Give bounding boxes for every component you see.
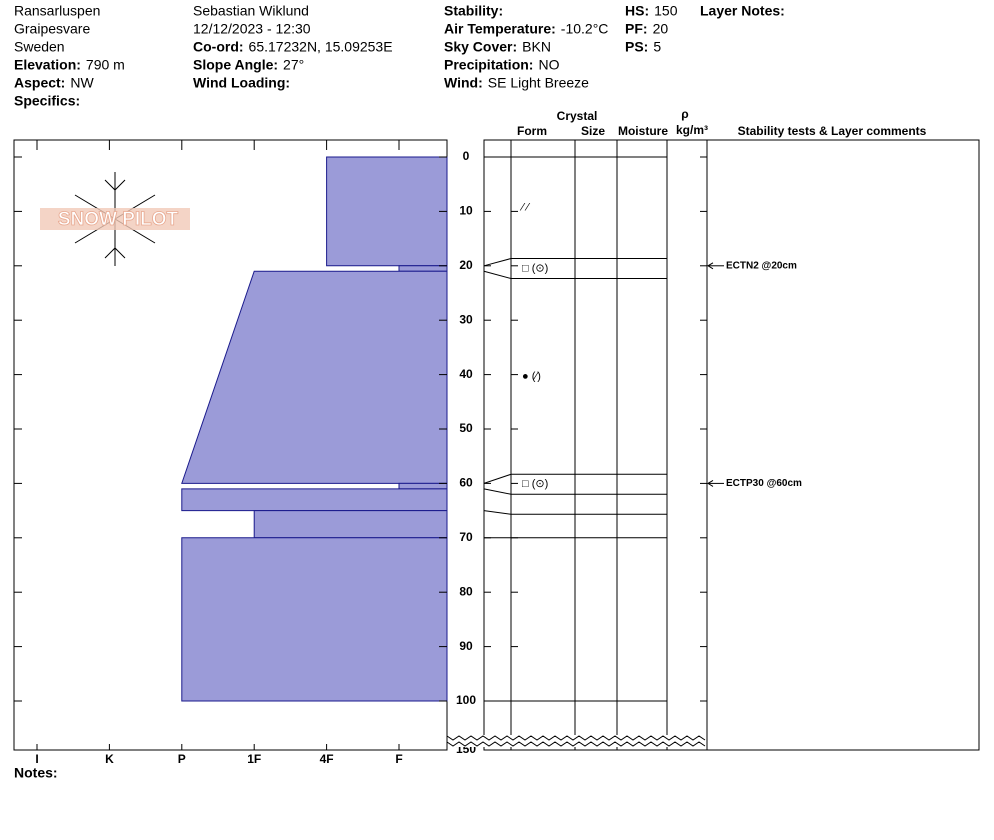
column-header: Stability tests & Layer comments — [738, 124, 927, 138]
layer-connector — [483, 473, 512, 484]
y-tick-label: 30 — [459, 312, 473, 326]
field-value: 65.17232N, 15.09253E — [249, 39, 393, 55]
break-mask — [448, 735, 706, 741]
y-tick-label: 80 — [459, 584, 473, 598]
field-label: PF: — [625, 21, 648, 37]
test-arrowhead — [707, 262, 714, 270]
y-tick-label: 0 — [463, 149, 470, 163]
hardness-layer — [326, 156, 448, 267]
x-tick-label: K — [105, 752, 114, 766]
header-text: Graipesvare — [14, 21, 90, 37]
x-tick-label: 4F — [320, 752, 334, 766]
logo-band — [40, 208, 190, 230]
field-label: Specifics: — [14, 93, 80, 109]
field-label: Aspect: — [14, 75, 65, 91]
field-value: NO — [538, 57, 559, 73]
crystal-form: ● (⁄) — [522, 370, 541, 382]
field-label: Slope Angle: — [193, 57, 278, 73]
layer-connector — [483, 488, 512, 495]
hardness-layer — [253, 510, 448, 539]
notes-label: Notes: — [14, 765, 58, 781]
y-tick-label: 100 — [456, 693, 476, 707]
y-tick-label: 60 — [459, 476, 473, 490]
field-value: BKN — [522, 39, 551, 55]
field-label: Wind Loading: — [193, 75, 290, 91]
field-label: Air Temperature: — [444, 21, 556, 37]
test-arrowhead — [707, 479, 714, 487]
column-header: kg/m³ — [676, 123, 708, 137]
hardness-layer — [181, 537, 448, 702]
break-mask — [448, 741, 706, 747]
stability-test: ECTN2 @20cm — [726, 260, 797, 271]
field-label: Sky Cover: — [444, 39, 517, 55]
crystal-form: ⁄ ⁄ — [519, 202, 531, 214]
layer-connector — [483, 270, 512, 280]
field-value: NW — [70, 75, 94, 91]
y-tick-label: 70 — [459, 530, 473, 544]
field-value: -10.2°C — [561, 21, 609, 37]
field-label: Elevation: — [14, 57, 81, 73]
y-tick-label: 90 — [459, 639, 473, 653]
hardness-layer — [181, 488, 448, 512]
x-tick-label: P — [178, 752, 186, 766]
y-tick-label: 40 — [459, 367, 473, 381]
column-header: Form — [517, 124, 547, 138]
x-tick-label: 1F — [247, 752, 261, 766]
header-text: Ransarluspen — [14, 3, 100, 19]
x-tick-label: I — [35, 752, 38, 766]
layer-table-frame — [483, 139, 980, 751]
y-tick-label: 50 — [459, 421, 473, 435]
hardness-layer — [181, 270, 448, 484]
field-value: 5 — [653, 39, 661, 55]
field-value: 150 — [654, 3, 678, 19]
column-header: Size — [581, 124, 605, 138]
field-label: Co-ord: — [193, 39, 244, 55]
field-label: HS: — [625, 3, 649, 19]
field-label: Precipitation: — [444, 57, 533, 73]
field-label: PS: — [625, 39, 648, 55]
x-tick-label: F — [395, 752, 402, 766]
field-value: 27° — [283, 57, 304, 73]
logo-text: SNOW PILOT — [58, 209, 179, 230]
header-text: Sebastian Wiklund — [193, 3, 309, 19]
crystal-form: □ (⊙) — [522, 262, 548, 274]
y-tick-label: 10 — [459, 204, 473, 218]
y-tick-label: 20 — [459, 258, 473, 272]
column-header: ρ — [681, 107, 688, 121]
field-label: Layer Notes: — [700, 3, 785, 19]
column-header: Moisture — [618, 124, 668, 138]
field-value: 20 — [653, 21, 669, 37]
field-value: SE Light Breeze — [488, 75, 589, 91]
column-header: Crystal — [557, 109, 598, 123]
header-text: Sweden — [14, 39, 65, 55]
hardness-layer — [398, 482, 448, 490]
field-value: 790 m — [86, 57, 125, 73]
axis-break — [446, 735, 706, 741]
layer-connector — [483, 258, 512, 267]
field-label: Stability: — [444, 3, 503, 19]
header-text: 12/12/2023 - 12:30 — [193, 21, 311, 37]
field-label: Wind: — [444, 75, 483, 91]
hardness-layer — [398, 265, 448, 272]
crystal-form: □ (⊙) — [522, 478, 548, 490]
axis-break — [446, 741, 706, 747]
stability-test: ECTP30 @60cm — [726, 478, 802, 489]
layer-connector — [483, 510, 512, 515]
